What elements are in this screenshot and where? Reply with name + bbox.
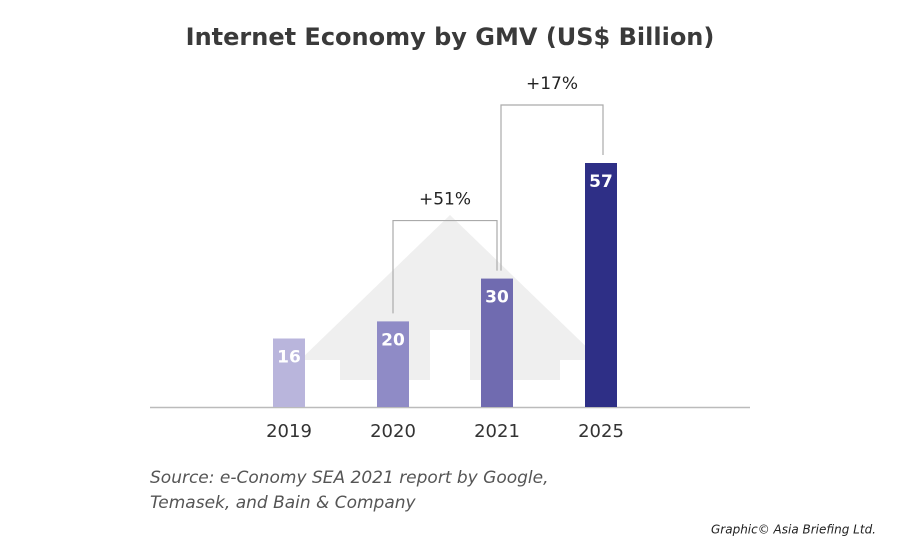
bar [585, 163, 617, 407]
credit: Graphic© Asia Briefing Ltd. [711, 523, 876, 537]
x-tick-label: 2025 [578, 421, 624, 442]
annotation: +51% [419, 190, 471, 210]
bar [273, 338, 305, 407]
bar [481, 278, 513, 407]
chart-title: Internet Economy by GMV (US$ Billion) [186, 23, 715, 51]
bar [377, 321, 409, 407]
x-tick-label: 2020 [370, 421, 416, 442]
annotation: +17% [526, 74, 578, 94]
value-label: 16 [277, 348, 301, 368]
value-label: 57 [589, 172, 613, 192]
watermark [300, 215, 600, 380]
value-label: 30 [485, 288, 509, 308]
bracket [500, 104, 604, 271]
x-tick-label: 2021 [474, 421, 520, 442]
value-label: 20 [381, 330, 405, 350]
source-line: Temasek, and Bain & Company [150, 493, 417, 513]
source-line: Source: e-Conomy SEA 2021 report by Goog… [150, 468, 549, 488]
x-tick-label: 2019 [266, 421, 312, 442]
bracket [392, 219, 498, 314]
